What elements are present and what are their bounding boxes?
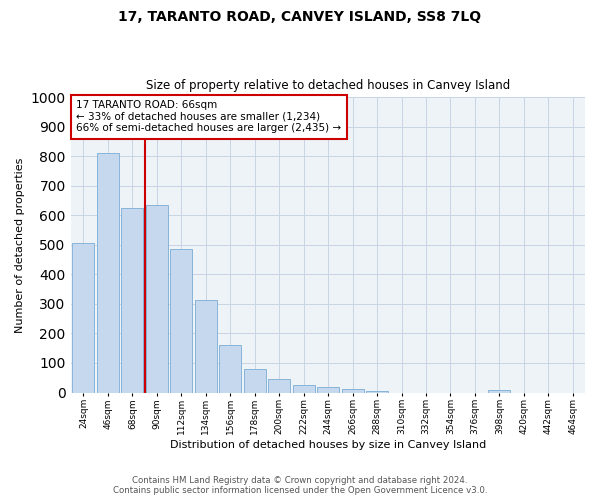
Bar bbox=[488, 390, 511, 392]
Bar bbox=[170, 250, 193, 392]
Bar bbox=[97, 154, 119, 392]
Bar bbox=[244, 369, 266, 392]
Bar bbox=[73, 244, 94, 392]
Bar bbox=[146, 205, 168, 392]
Y-axis label: Number of detached properties: Number of detached properties bbox=[15, 157, 25, 332]
X-axis label: Distribution of detached houses by size in Canvey Island: Distribution of detached houses by size … bbox=[170, 440, 486, 450]
Title: Size of property relative to detached houses in Canvey Island: Size of property relative to detached ho… bbox=[146, 79, 510, 92]
Bar bbox=[293, 384, 314, 392]
Bar bbox=[268, 378, 290, 392]
Bar bbox=[121, 208, 143, 392]
Bar bbox=[317, 386, 339, 392]
Bar bbox=[366, 390, 388, 392]
Text: 17, TARANTO ROAD, CANVEY ISLAND, SS8 7LQ: 17, TARANTO ROAD, CANVEY ISLAND, SS8 7LQ bbox=[118, 10, 482, 24]
Bar bbox=[219, 344, 241, 393]
Text: 17 TARANTO ROAD: 66sqm
← 33% of detached houses are smaller (1,234)
66% of semi-: 17 TARANTO ROAD: 66sqm ← 33% of detached… bbox=[76, 100, 341, 134]
Bar bbox=[341, 389, 364, 392]
Text: Contains HM Land Registry data © Crown copyright and database right 2024.
Contai: Contains HM Land Registry data © Crown c… bbox=[113, 476, 487, 495]
Bar bbox=[195, 300, 217, 392]
